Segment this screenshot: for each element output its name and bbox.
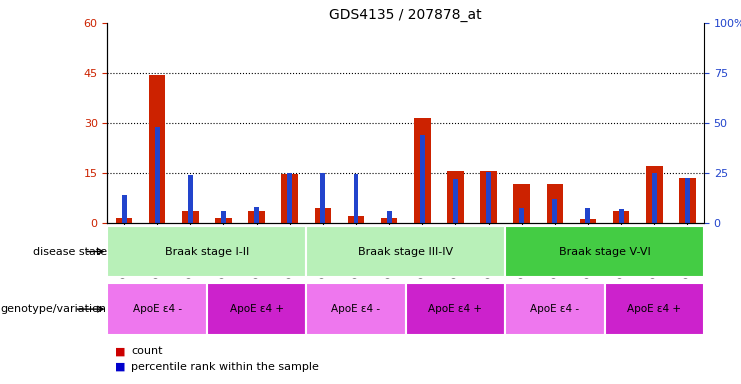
Bar [505,226,704,277]
Title: GDS4135 / 207878_at: GDS4135 / 207878_at [330,8,482,22]
Bar [315,208,331,223]
Bar [514,184,530,223]
Bar [187,175,193,223]
Text: ApoE ε4 +: ApoE ε4 + [230,304,284,314]
Bar [116,218,133,223]
Text: percentile rank within the sample: percentile rank within the sample [131,362,319,372]
Bar [646,166,662,223]
Text: ApoE ε4 +: ApoE ε4 + [627,304,681,314]
Bar [306,226,505,277]
Bar [207,283,306,335]
Bar [505,283,605,335]
Bar [613,211,629,223]
Bar [414,118,431,223]
Text: ■: ■ [115,346,125,356]
Bar [547,184,563,223]
Bar [585,208,591,223]
Bar [320,173,325,223]
Bar [306,283,406,335]
Bar [254,207,259,223]
Bar [381,218,397,223]
Bar [282,174,298,223]
Text: genotype/variation: genotype/variation [1,304,107,314]
Bar [480,171,496,223]
Text: Braak stage III-IV: Braak stage III-IV [358,247,453,257]
Bar [447,171,464,223]
Bar [453,179,458,223]
Text: ■: ■ [115,362,125,372]
Text: ApoE ε4 -: ApoE ε4 - [133,304,182,314]
Bar [679,178,696,223]
Bar [406,283,505,335]
Bar [107,283,207,335]
Bar [182,211,199,223]
Text: ApoE ε4 -: ApoE ε4 - [531,304,579,314]
Bar [215,218,232,223]
Text: disease state: disease state [33,247,107,257]
Text: Braak stage I-II: Braak stage I-II [165,247,249,257]
Text: count: count [131,346,163,356]
Bar [149,74,165,223]
Bar [685,178,690,223]
Text: ApoE ε4 -: ApoE ε4 - [331,304,381,314]
Bar [221,211,226,223]
Bar [579,219,597,223]
Bar [107,226,306,277]
Bar [122,195,127,223]
Bar [552,199,557,223]
Bar [519,208,524,223]
Bar [486,172,491,223]
Bar [619,209,624,223]
Text: ApoE ε4 +: ApoE ε4 + [428,304,482,314]
Bar [652,173,657,223]
Text: Braak stage V-VI: Braak stage V-VI [559,247,651,257]
Bar [387,211,391,223]
Bar [155,127,159,223]
Bar [605,283,704,335]
Bar [420,135,425,223]
Bar [288,173,292,223]
Bar [353,174,359,223]
Bar [348,216,365,223]
Bar [248,211,265,223]
